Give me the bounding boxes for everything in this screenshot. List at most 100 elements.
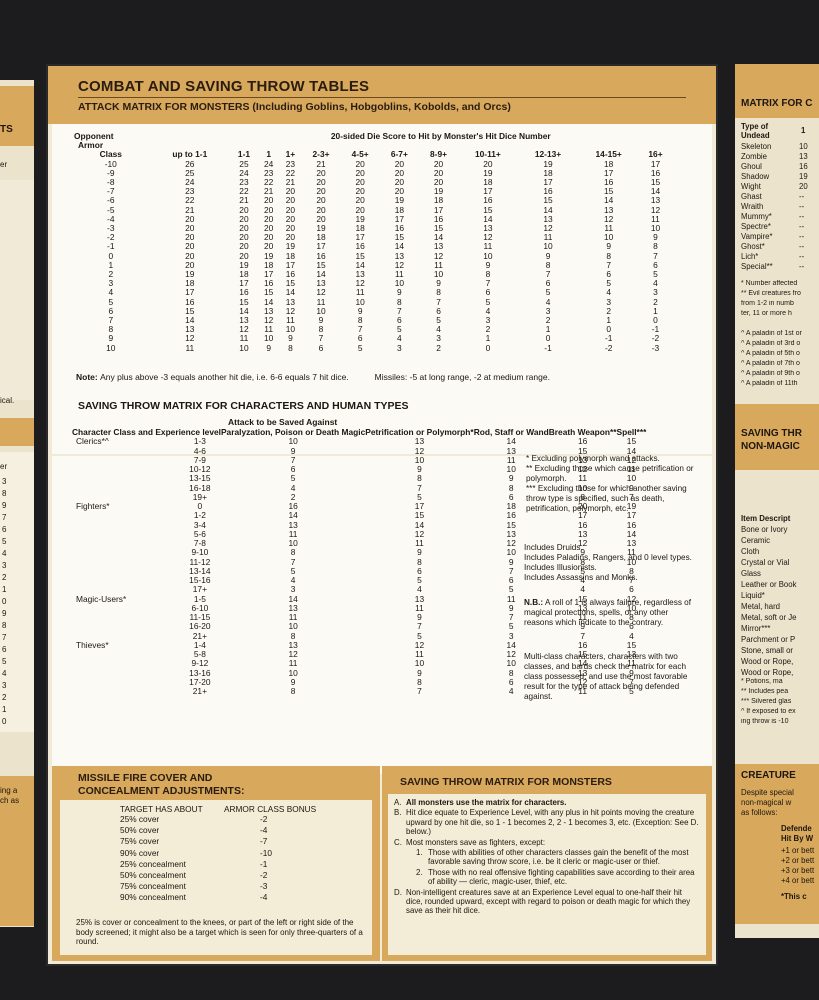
hit-score-cell: 9 (485, 259, 491, 270)
hit-score-cell: 20 (483, 158, 493, 169)
hit-score-cell: 14 (543, 204, 553, 215)
hit-score-cell: 12 (394, 259, 405, 270)
class-name-cell: Fighters* (76, 501, 110, 511)
left-panel-number: 0 (2, 717, 7, 726)
class-name-cell (72, 447, 179, 456)
save-value-cell: 14 (414, 519, 425, 530)
save-value-cell: 8 (629, 612, 634, 622)
item-type: Mirror*** (741, 624, 771, 633)
undead-type: Shadow (741, 172, 770, 181)
save-value-cell: 7 (629, 676, 634, 687)
column-header: up to 1-1 (172, 149, 208, 160)
hit-score-cell: 23 (185, 186, 195, 197)
left-panel-number: 5 (2, 657, 7, 666)
save-value-cell: 13 (288, 639, 298, 650)
table-row: -5 21 20 20 20 20 20 18 17 15 14 13 12 (72, 204, 672, 215)
hit-score-cell: 13 (185, 324, 195, 335)
save-value-cell: 10 (626, 473, 637, 484)
save-value-cell: 9 (508, 602, 514, 613)
level-cell: 17-20 (189, 676, 211, 687)
hit-score-cell: 2 (436, 342, 441, 353)
table-row: 2 19 18 17 16 14 13 11 10 8 7 6 5 (72, 269, 672, 279)
hit-score-cell: 15 (185, 305, 195, 316)
creature-footnote: *This c (781, 892, 807, 901)
attack-saved-against-header: Attack to be Saved Against (228, 417, 338, 427)
hit-score-cell: 8 (288, 342, 293, 353)
hit-score-cell: 20 (394, 158, 405, 169)
hit-score-cell: 18 (239, 269, 249, 279)
hit-score-cell: 14 (239, 305, 249, 316)
hit-score-cell: 6 (436, 305, 441, 316)
save-value-cell: 10 (288, 436, 298, 447)
hit-score-cell: 14 (263, 296, 274, 307)
save-value-cell: 3 (508, 630, 514, 641)
table-row: 11-12 7 8 9 8 10 (72, 557, 646, 567)
turning-note: ter, 11 or more h (741, 310, 792, 317)
table-row: 7 14 13 12 11 9 8 6 5 3 2 1 0 (72, 315, 672, 326)
save-value-cell: 13 (414, 436, 425, 447)
hit-score-cell: 20 (185, 222, 195, 233)
save-value-cell: 6 (508, 676, 514, 687)
table-row: 16-20 10 7 5 9 6 (72, 621, 646, 631)
hit-score-cell: 12 (263, 315, 274, 326)
hit-score-cell: 14 (604, 195, 614, 206)
undead-score: -- (799, 222, 805, 231)
save-value-cell: 11 (627, 547, 636, 558)
undead-score: 20 (799, 182, 808, 191)
class-name-cell (72, 511, 179, 520)
level-cell: 9-10 (191, 547, 209, 558)
hit-score-cell: 20 (433, 158, 444, 169)
multiclass-note: Multi-class characters, characters with … (524, 652, 688, 701)
save-value-cell: 8 (290, 686, 296, 696)
save-value-cell: 10 (506, 547, 516, 558)
note-text: Any plus above -3 equals another hit die… (100, 372, 349, 382)
saving-matrix-panel (52, 456, 712, 774)
left-panel-number: 2 (2, 573, 7, 582)
cover-bonus: -2 (260, 870, 268, 880)
table-row: 21+ 8 7 4 11 5 (72, 686, 646, 696)
undead-type: Ghast (741, 192, 762, 201)
hit-score-cell: 10 (316, 305, 326, 316)
save-value-cell: 7 (508, 612, 514, 622)
hit-score-cell: 17 (263, 269, 274, 279)
save-value-cell: 14 (506, 639, 516, 650)
hit-score-cell: 17 (543, 176, 553, 187)
hit-score-cell: 13 (483, 222, 493, 233)
class-name-cell (72, 622, 179, 631)
table-row: 9 12 11 10 9 7 6 4 3 1 0 -1 -2 (72, 334, 672, 343)
hit-score-cell: 16 (433, 213, 444, 224)
hit-score-cell: 11 (355, 287, 365, 298)
right-panel-header (735, 404, 819, 470)
right-panel-title: MATRIX FOR C (741, 98, 813, 109)
armor-class-cell: -4 (107, 213, 115, 224)
table-row: 0 20 20 19 18 16 15 13 12 10 9 8 7 (72, 250, 672, 261)
hit-score-cell: 20 (263, 195, 274, 206)
turning-note: ^ A paladin of 1st or (741, 330, 802, 337)
level-cell: 19+ (192, 491, 207, 502)
hit-score-cell: 7 (357, 324, 363, 335)
hit-score-cell: 9 (266, 342, 271, 353)
class-name-cell (72, 687, 179, 696)
item-type: Stone, small or (741, 646, 794, 655)
hit-score-cell: 12 (355, 278, 365, 289)
hit-score-cell: 24 (263, 158, 274, 169)
hit-score-cell: 20 (285, 232, 296, 243)
hit-score-cell: 10 (483, 250, 493, 261)
level-cell: 7-9 (193, 454, 206, 465)
hit-score-cell: 20 (285, 222, 296, 233)
hit-score-cell: 10 (355, 296, 365, 307)
hit-score-cell: 20 (355, 158, 365, 169)
missile-cover-box: MISSILE FIRE COVER AND CONCEALMENT ADJUS… (52, 766, 380, 961)
save-value-cell: 7 (417, 686, 422, 696)
cover-type: 25% concealment (120, 858, 186, 869)
save-value-cell: 16 (288, 501, 298, 511)
item-type: Crystal or Vial (741, 558, 790, 567)
hit-score-cell: 19 (185, 269, 195, 279)
turning-note: ^ A paladin of 5th o (741, 350, 800, 357)
save-value-cell: 7 (417, 482, 422, 493)
rule-text: Those with abilities of other characters… (428, 848, 689, 867)
hit-score-cell: 13 (394, 250, 405, 261)
sheet-header (48, 66, 716, 124)
hit-score-cell: 7 (485, 278, 491, 289)
hit-score-cell: 17 (285, 259, 296, 270)
